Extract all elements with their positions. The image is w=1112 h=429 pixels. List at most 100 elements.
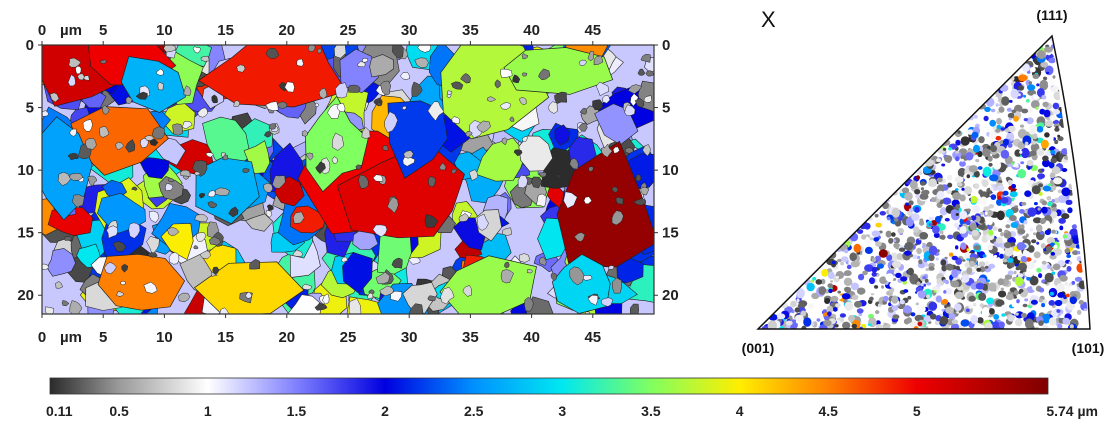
- grain-small: [578, 59, 587, 66]
- ipf-point: [974, 264, 978, 270]
- colorbar-label: 4: [736, 403, 744, 419]
- grain: [518, 135, 553, 172]
- grain-small: [179, 169, 191, 177]
- ipf-point: [910, 312, 916, 317]
- grain-small: [634, 98, 645, 108]
- ipf-point: [1051, 229, 1056, 234]
- ipf-point: [1011, 109, 1017, 114]
- grain: [369, 54, 394, 78]
- ipf-point: [844, 286, 852, 294]
- ipf-point: [891, 207, 900, 218]
- ipf-point: [1037, 207, 1041, 211]
- grain-small: [336, 102, 346, 113]
- grain-small: [112, 241, 127, 252]
- ipf-point: [966, 267, 973, 275]
- ipf-point: [1037, 50, 1046, 60]
- ipf-point: [1030, 140, 1037, 145]
- grain-small: [513, 149, 523, 157]
- colorbar-label: 5.74 µm: [1046, 403, 1098, 419]
- ipf-point: [1042, 159, 1050, 168]
- grain-small: [569, 158, 579, 170]
- grain-small: [249, 259, 261, 270]
- grain-small: [302, 283, 313, 290]
- ipf-point: [972, 302, 977, 307]
- ipf-point: [892, 314, 900, 320]
- y-tick-label-right: 0: [662, 37, 670, 54]
- ipf-point: [986, 97, 995, 107]
- grain-small: [307, 45, 316, 53]
- ipf-point: [1044, 281, 1048, 285]
- ipf-triangle-outline: [756, 34, 1091, 330]
- ipf-point: [1040, 61, 1049, 68]
- grain-small: [347, 84, 361, 93]
- grain-small: [157, 81, 164, 91]
- grain-small: [380, 80, 392, 96]
- grain-small: [361, 126, 371, 140]
- ipf-point: [835, 276, 840, 279]
- ipf-point: [1052, 248, 1063, 256]
- ipf-point: [1047, 136, 1054, 141]
- ipf-point: [1025, 261, 1035, 270]
- x-tick-label-bottom: 40: [523, 329, 540, 346]
- grain-small: [193, 245, 199, 250]
- ipf-point: [1022, 303, 1028, 308]
- grain-small: [640, 53, 651, 63]
- ipf-point: [1023, 94, 1027, 98]
- grain-small: [600, 297, 614, 307]
- ipf-point: [945, 288, 953, 295]
- grain-small: [384, 111, 398, 134]
- ipf-point: [971, 131, 979, 139]
- ipf-point: [973, 144, 980, 153]
- ipf-point: [1007, 257, 1014, 263]
- ipf-point: [1049, 254, 1057, 260]
- grain-small: [387, 196, 399, 214]
- grain-small: [611, 186, 619, 193]
- ipf-point: [1040, 139, 1049, 149]
- ipf-point: [1020, 255, 1027, 263]
- colorbar-label: 1.5: [287, 403, 307, 419]
- ipf-point: [1020, 147, 1030, 159]
- x-tick-label-bottom: 15: [217, 329, 234, 346]
- ipf-point: [844, 301, 854, 311]
- ipf-point: [1025, 257, 1032, 262]
- ipf-point: [1028, 245, 1035, 253]
- pole-label-101: (101): [1072, 340, 1105, 356]
- ipf-point: [1014, 205, 1019, 208]
- grain-small: [82, 119, 93, 132]
- grain-small: [460, 73, 471, 84]
- ipf-point: [873, 237, 880, 242]
- ipf-point: [1022, 135, 1032, 146]
- y-tick-label-right: 15: [662, 225, 679, 242]
- ipf-point: [917, 290, 927, 299]
- ipf-point: [1014, 104, 1023, 113]
- grain-small: [140, 137, 149, 149]
- ipf-point: [1017, 273, 1024, 278]
- ipf-point: [1024, 190, 1032, 197]
- ipf-point: [960, 136, 970, 146]
- ipf-point: [933, 232, 940, 238]
- grain-small: [451, 168, 458, 175]
- grain-small: [424, 214, 439, 228]
- ipf-point: [841, 293, 851, 300]
- grain-small: [49, 92, 60, 103]
- ipf-point: [1071, 280, 1076, 285]
- ipf-point: [1049, 172, 1056, 179]
- ipf-point: [1063, 155, 1070, 160]
- ipf-point: [1004, 246, 1014, 257]
- grain-small: [500, 269, 514, 284]
- ipf-point: [1003, 138, 1009, 146]
- ipf-point: [996, 124, 1002, 130]
- ipf-point: [984, 209, 994, 217]
- ipf-point: [913, 226, 920, 233]
- ipf-point: [1033, 232, 1037, 236]
- ipf-point: [1013, 290, 1019, 296]
- ipf-point: [939, 316, 949, 325]
- ipf-point: [979, 211, 985, 216]
- grain-small: [637, 68, 646, 76]
- ipf-point: [999, 84, 1009, 92]
- ipf-point: [1047, 201, 1053, 207]
- grain-small: [600, 143, 613, 158]
- x-tick-label-bottom: 5: [99, 329, 107, 346]
- ipf-point: [1045, 151, 1052, 157]
